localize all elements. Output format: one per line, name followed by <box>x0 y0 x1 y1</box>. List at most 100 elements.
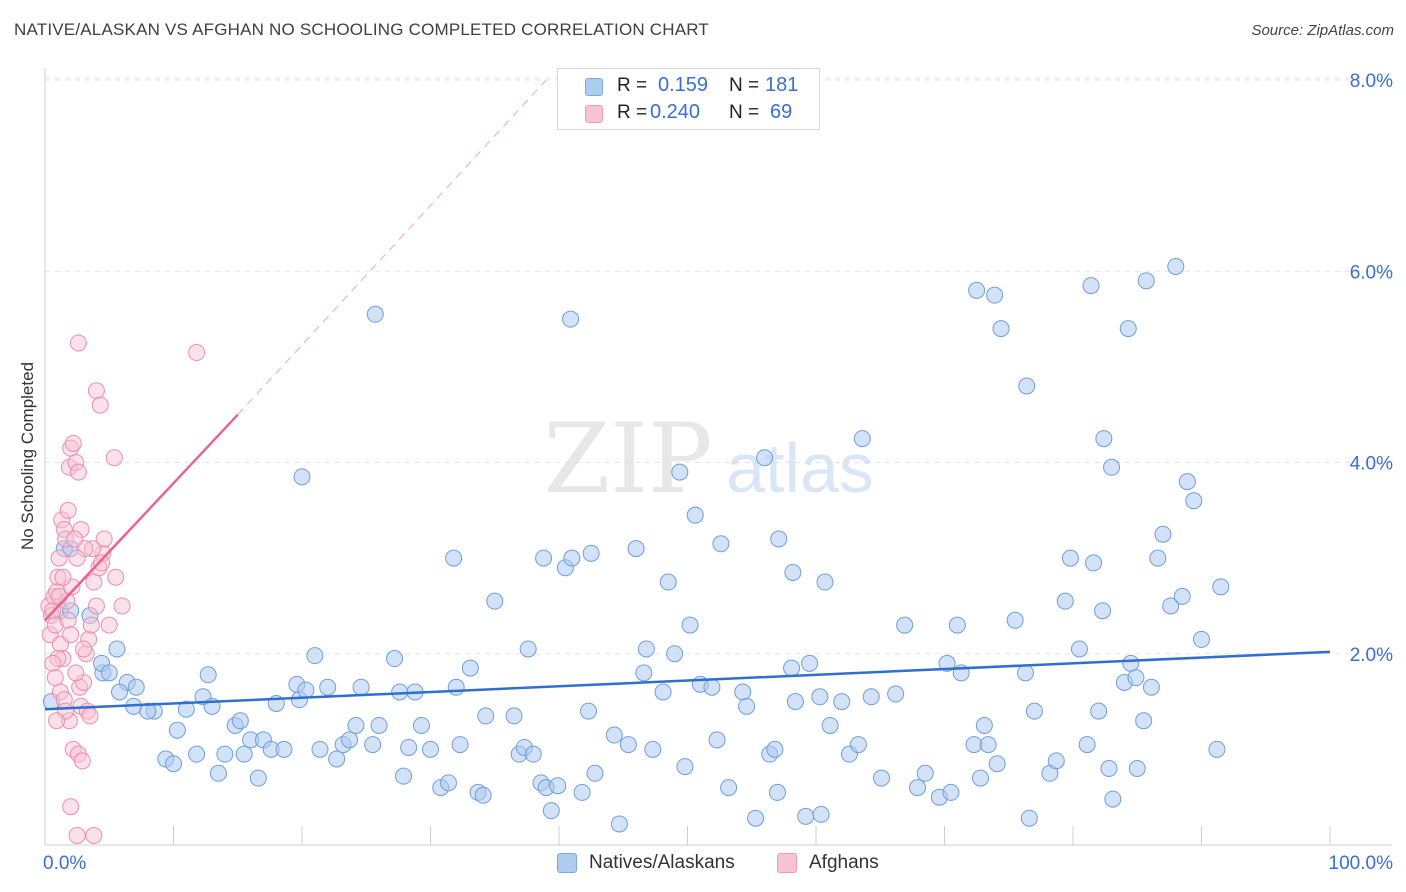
natives-point <box>1178 473 1196 491</box>
natives-point <box>853 430 871 448</box>
afghans-point <box>50 549 68 567</box>
natives-point <box>341 731 359 749</box>
legend-pink-swatch <box>585 105 603 123</box>
y-tick-label-6: 6.0% <box>1350 262 1393 283</box>
natives-point <box>862 688 880 706</box>
natives-point <box>275 740 293 758</box>
natives-point <box>352 678 370 696</box>
natives-point <box>445 549 463 567</box>
natives-point <box>686 506 704 524</box>
legend-blue-r-value: 0.159 <box>658 74 709 96</box>
natives-point <box>188 745 206 763</box>
natives-point <box>797 807 815 825</box>
natives-point <box>627 540 645 558</box>
natives-point <box>477 707 495 725</box>
natives-point <box>712 535 730 553</box>
natives-point <box>108 640 126 658</box>
natives-point <box>720 779 738 797</box>
afghans-point <box>95 530 113 548</box>
afghans-point <box>82 616 100 634</box>
natives-point <box>451 736 469 754</box>
natives-point <box>549 777 567 795</box>
legend-pink-r-label: R = <box>617 102 648 123</box>
natives-point <box>1085 554 1103 572</box>
afghans-swatch <box>777 853 797 873</box>
afghans-point <box>69 334 87 352</box>
legend-item-afghans[interactable]: Afghans <box>777 852 879 874</box>
watermark-atlas: atlas <box>726 429 874 507</box>
natives-point <box>386 650 404 668</box>
natives-point <box>783 659 801 677</box>
natives-point <box>168 721 186 739</box>
watermark: ZIP atlas <box>543 403 874 515</box>
natives-point <box>447 678 465 696</box>
natives-point <box>165 755 182 773</box>
natives-point <box>1193 630 1210 648</box>
natives-point <box>1127 669 1145 687</box>
legend-pink-n-value: 69 <box>770 101 793 123</box>
natives-point <box>306 647 324 665</box>
natives-point <box>1167 257 1185 275</box>
natives-point <box>422 740 439 758</box>
afghans-point <box>46 669 64 687</box>
natives-point <box>659 573 677 591</box>
natives-point <box>1142 678 1160 696</box>
natives-point <box>235 745 253 763</box>
natives-point <box>1208 740 1226 758</box>
natives-point <box>768 783 786 801</box>
natives-point <box>524 745 542 763</box>
natives-point <box>535 549 553 567</box>
afghans-label: Afghans <box>809 852 879 873</box>
natives-point <box>637 640 655 658</box>
afghans-point <box>85 573 103 591</box>
afghans-point <box>66 530 84 548</box>
natives-point <box>1103 458 1121 476</box>
natives-point <box>812 805 830 823</box>
grid-lines <box>45 77 1392 655</box>
afghans-point <box>93 554 111 572</box>
natives-point <box>400 738 418 756</box>
natives-point <box>681 616 699 634</box>
natives-point <box>474 786 492 804</box>
natives-point <box>580 702 598 720</box>
natives-point <box>1082 277 1100 295</box>
axes <box>44 68 1392 846</box>
natives-point <box>756 449 774 467</box>
legend-item-natives[interactable]: Natives/Alaskans <box>557 852 735 874</box>
trend-lines <box>44 79 1331 711</box>
legend-pink-r-value: 0.240 <box>650 101 701 123</box>
natives-point <box>366 305 384 323</box>
afghans-point <box>113 597 131 615</box>
natives-point <box>801 654 819 672</box>
natives-point <box>505 707 523 725</box>
natives-point <box>209 764 227 782</box>
natives-point <box>1122 654 1140 672</box>
series-legend: Natives/Alaskans Afghans <box>0 850 1406 878</box>
natives-point <box>965 736 983 754</box>
natives-point <box>849 736 867 754</box>
natives-point <box>413 716 431 734</box>
natives-point <box>1173 587 1191 605</box>
natives-point <box>573 783 591 801</box>
afghans-point <box>67 664 85 682</box>
afghans-point <box>64 434 82 452</box>
natives-points <box>42 257 1230 833</box>
natives-point <box>703 678 721 696</box>
natives-point <box>786 693 804 711</box>
natives-point <box>635 664 653 682</box>
natives-point <box>747 809 765 827</box>
natives-point <box>1137 272 1155 290</box>
afghans-point <box>107 568 125 586</box>
natives-point <box>347 716 365 734</box>
x-tick-label-max: 100.0% <box>1329 853 1394 874</box>
natives-point <box>519 640 537 658</box>
natives-point <box>439 774 457 792</box>
x-tick-label-min: 0.0% <box>43 853 86 874</box>
natives-point <box>654 683 672 701</box>
natives-point <box>708 731 726 749</box>
natives-point <box>610 815 628 833</box>
natives-point <box>1100 760 1118 777</box>
natives-point <box>644 740 662 758</box>
natives-point <box>1094 602 1112 620</box>
natives-point <box>1061 549 1079 567</box>
